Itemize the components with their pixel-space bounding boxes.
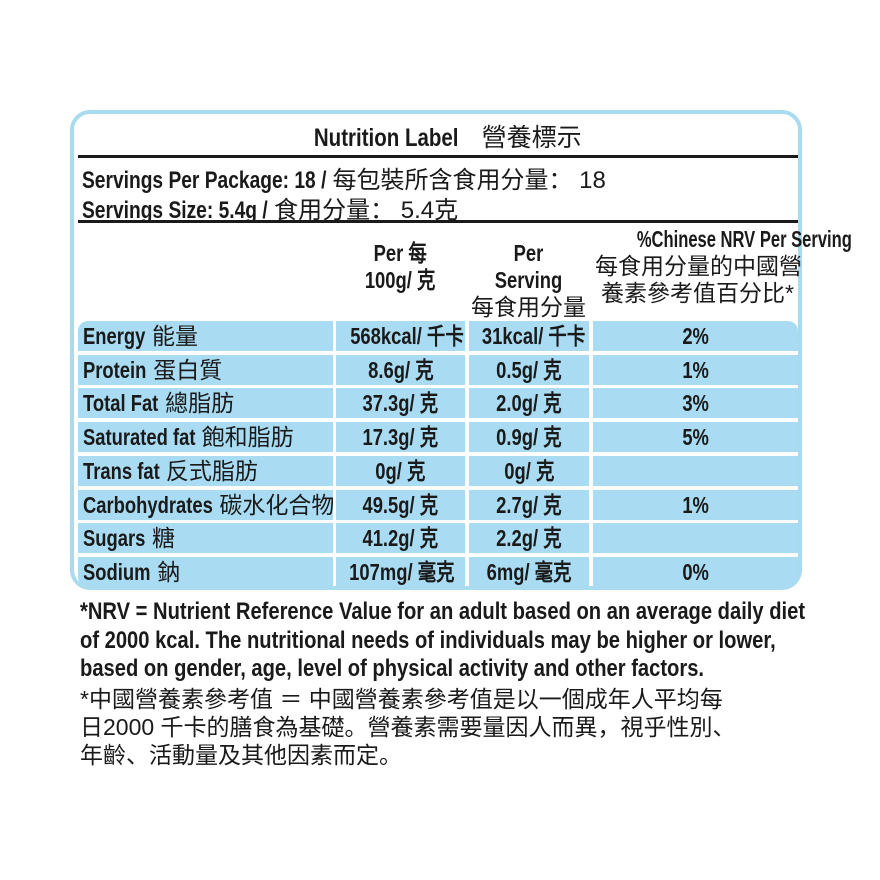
nutrient-name: Protein 蛋白質 bbox=[78, 354, 333, 385]
table-row: Saturated fat 飽和脂肪 17.3g/ 克 0.9g/ 克 5% bbox=[78, 422, 798, 453]
header-per-100g: Per 每 100g/ 克 bbox=[365, 240, 436, 293]
footnote-en-1: *NRV = Nutrient Reference Value for an a… bbox=[80, 598, 806, 625]
nutrient-name: Sugars 糖 bbox=[78, 523, 333, 554]
nutrient-name: Total Fat 總脂肪 bbox=[78, 388, 333, 419]
nrv-value: 5% bbox=[593, 422, 798, 453]
per-serving-value: 31kcal/ 千卡 bbox=[469, 321, 589, 351]
nutrient-name: Sodium 鈉 bbox=[78, 556, 333, 587]
per-serving-value: 2.2g/ 克 bbox=[469, 523, 589, 554]
table-row: Energy 能量 568kcal/ 千卡 31kcal/ 千卡 2% bbox=[78, 321, 798, 351]
table-row: Protein 蛋白質 8.6g/ 克 0.5g/ 克 1% bbox=[78, 354, 798, 385]
table-row: Sodium 鈉 107mg/ 毫克 6mg/ 毫克 0% bbox=[78, 556, 798, 587]
nrv-value bbox=[593, 455, 798, 486]
footnote-zh-2: 日2000 千卡的膳食為基礎。營養素需要量因人而異，視乎性別、 bbox=[80, 714, 736, 740]
footnote-zh-1: *中國營養素參考值 ＝ 中國營養素參考值是以一個成年人平均每 bbox=[80, 686, 723, 712]
nutrient-name: Saturated fat 飽和脂肪 bbox=[78, 422, 333, 453]
nrv-value: 1% bbox=[593, 354, 798, 385]
per-serving-value: 2.7g/ 克 bbox=[469, 489, 589, 520]
per-100g-value: 568kcal/ 千卡 bbox=[336, 321, 465, 351]
per-serving-value: 6mg/ 毫克 bbox=[469, 556, 589, 587]
nutrition-label-frame bbox=[70, 110, 802, 590]
table-row: Carbohydrates 碳水化合物 49.5g/ 克 2.7g/ 克 1% bbox=[78, 489, 798, 520]
per-serving-value: 0g/ 克 bbox=[469, 455, 589, 486]
divider bbox=[78, 220, 798, 223]
per-serving-value: 0.5g/ 克 bbox=[469, 354, 589, 385]
serving-size: Servings Size: 5.4g / 食用分量： 5.4克 bbox=[82, 197, 459, 224]
nrv-value: 2% bbox=[593, 321, 798, 351]
label-title: Nutrition Label 營養標示 bbox=[314, 124, 582, 152]
nrv-value: 0% bbox=[593, 556, 798, 587]
per-100g-value: 37.3g/ 克 bbox=[336, 388, 465, 419]
table-row: Trans fat 反式脂肪 0g/ 克 0g/ 克 bbox=[78, 455, 798, 486]
footnote-en-2: of 2000 kcal. The nutritional needs of i… bbox=[80, 627, 776, 654]
footnote-zh-3: 年齡、活動量及其他因素而定。 bbox=[80, 742, 402, 768]
per-serving-value: 2.0g/ 克 bbox=[469, 388, 589, 419]
divider bbox=[78, 155, 798, 158]
header-nrv: %Chinese NRV Per Serving 每食用分量的中國營 養素參考值百分… bbox=[595, 226, 852, 306]
per-100g-value: 0g/ 克 bbox=[336, 455, 465, 486]
per-serving-value: 0.9g/ 克 bbox=[469, 422, 589, 453]
per-100g-value: 41.2g/ 克 bbox=[336, 523, 465, 554]
nutrient-name: Energy 能量 bbox=[78, 321, 333, 351]
per-100g-value: 17.3g/ 克 bbox=[336, 422, 465, 453]
header-per-serving: Per Serving 每食用分量 bbox=[471, 240, 586, 320]
footnote-en-3: based on gender, age, level of physical … bbox=[80, 655, 705, 682]
nrv-value: 1% bbox=[593, 489, 798, 520]
nutrient-name: Carbohydrates 碳水化合物 bbox=[78, 489, 333, 520]
table-row: Total Fat 總脂肪 37.3g/ 克 2.0g/ 克 3% bbox=[78, 388, 798, 419]
table-row: Sugars 糖 41.2g/ 克 2.2g/ 克 bbox=[78, 523, 798, 554]
servings-per-package: Servings Per Package: 18 /每包裝所含食用分量： 18 bbox=[82, 167, 606, 194]
nrv-value: 3% bbox=[593, 388, 798, 419]
per-100g-value: 8.6g/ 克 bbox=[336, 354, 465, 385]
nutrient-name: Trans fat 反式脂肪 bbox=[78, 455, 333, 486]
nrv-value bbox=[593, 523, 798, 554]
per-100g-value: 107mg/ 毫克 bbox=[336, 556, 465, 587]
per-100g-value: 49.5g/ 克 bbox=[336, 489, 465, 520]
